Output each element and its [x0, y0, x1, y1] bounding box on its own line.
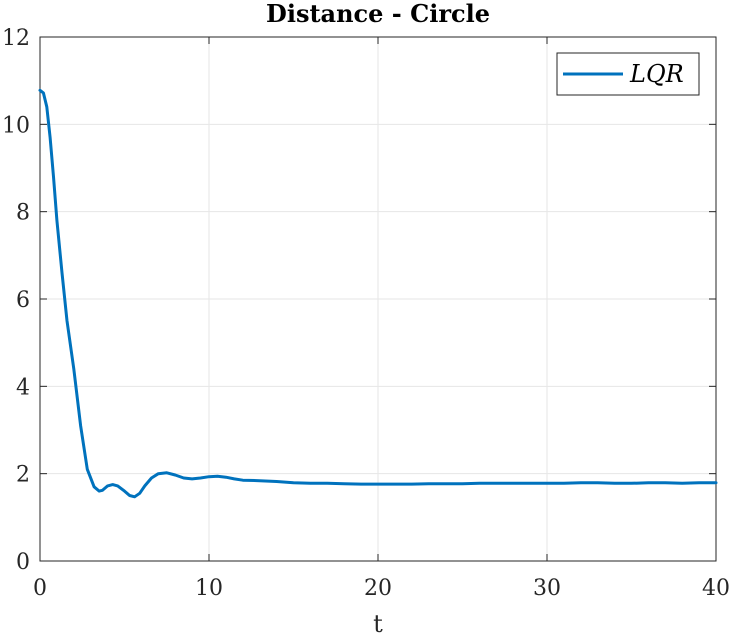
y-tick-label: 0 [16, 550, 30, 575]
x-tick-labels: 0 10 20 30 40 [33, 576, 730, 601]
axis-ticks [39, 36, 717, 562]
series-line-lqr [38, 88, 718, 499]
y-tick-label: 2 [16, 463, 30, 488]
y-tick-labels: 0 2 4 6 8 10 12 [2, 26, 30, 575]
x-tick-label: 20 [364, 576, 392, 601]
chart-title: Distance - Circle [266, 0, 490, 28]
x-tick-label: 40 [702, 576, 730, 601]
grid-lines [40, 37, 716, 561]
legend-label: LQR [629, 60, 684, 88]
series-layer [38, 88, 718, 499]
x-tick-label: 10 [195, 576, 223, 601]
x-tick-label: 0 [33, 576, 47, 601]
y-tick-label: 12 [2, 26, 30, 51]
x-axis-label: t [373, 610, 383, 636]
y-tick-label: 6 [16, 288, 30, 313]
y-tick-label: 4 [16, 375, 30, 400]
legend: LQR [556, 52, 700, 96]
y-tick-label: 8 [16, 201, 30, 226]
x-tick-label: 30 [533, 576, 561, 601]
y-tick-label: 10 [2, 113, 30, 138]
